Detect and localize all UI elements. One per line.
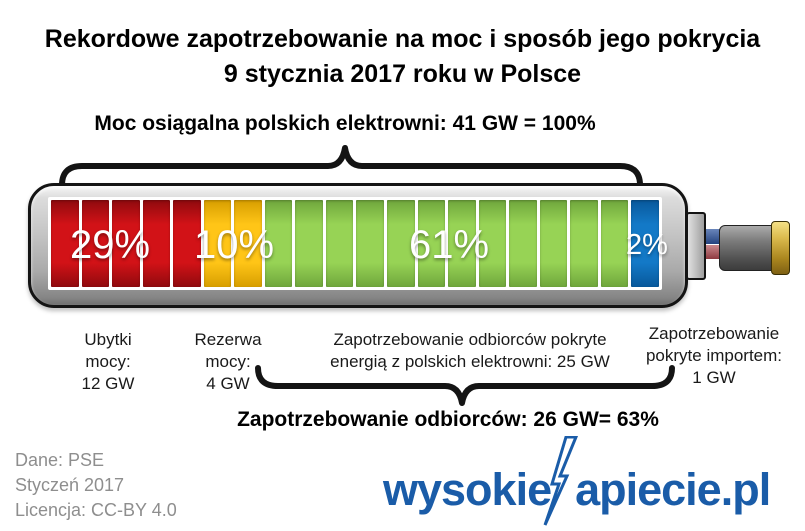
battery-cells xyxy=(48,197,662,290)
plug-body xyxy=(719,225,776,271)
label-pokryte-importem: Zapotrzebowanie pokryte importem: 1 GW xyxy=(645,324,783,387)
percent-label-losses: 29% xyxy=(69,223,151,267)
battery-cell-green xyxy=(570,200,598,287)
page-title: Rekordowe zapotrzebowanie na moc i sposó… xyxy=(0,22,805,92)
label-pokryte-krajowa-energia: Zapotrzebowanie odbiorców pokryte energi… xyxy=(330,330,610,371)
logo-text-part1: wysokie xyxy=(383,464,552,515)
battery-terminal-tab xyxy=(686,212,706,280)
battery-cell-green xyxy=(600,200,629,287)
battery-cell-green xyxy=(448,200,476,287)
credits-license: Licencja: CC-BY 4.0 xyxy=(15,500,177,520)
capacity-total-label: Moc osiągalna polskich elektrowni: 41 GW… xyxy=(94,112,596,135)
battery-cell-green xyxy=(295,200,323,287)
battery-cell-blue xyxy=(631,200,659,287)
lightning-bolt-icon xyxy=(543,436,579,526)
percent-label-import: 2% xyxy=(626,229,668,261)
battery-cell-red xyxy=(112,200,140,287)
battery-cell-green xyxy=(356,200,385,287)
page-title-line1: Rekordowe zapotrzebowanie na moc i sposó… xyxy=(44,25,761,53)
credits-date: Styczeń 2017 xyxy=(15,475,125,495)
battery-cell-yellow xyxy=(203,200,232,287)
battery-cell-green xyxy=(509,200,537,287)
battery-cell-green xyxy=(264,200,293,287)
percent-label-domestic: 61% xyxy=(408,223,490,267)
label-ubytki-mocy: Ubytki mocy: 12 GW xyxy=(81,330,135,393)
battery-cell-red xyxy=(173,200,201,287)
credits-block: Dane: PSE Styczeń 2017 Licencja: CC-BY 4… xyxy=(15,448,177,523)
battery-cell-yellow xyxy=(234,200,262,287)
page-title-line2: 9 stycznia 2017 roku w Polsce xyxy=(223,60,582,88)
demand-total-label: Zapotrzebowanie odbiorców: 26 GW= 63% xyxy=(237,408,659,431)
battery-cell-red xyxy=(51,200,79,287)
battery-cell-green xyxy=(325,200,354,287)
wysokienapiecie-logo: wysokie apiecie.pl xyxy=(383,436,771,526)
plug-gold-tip xyxy=(771,221,790,275)
percent-label-reserve: 10% xyxy=(193,223,275,267)
credits-source: Dane: PSE xyxy=(15,450,105,470)
battery-cell-green xyxy=(417,200,446,287)
battery-cell-red xyxy=(142,200,171,287)
battery-cell-green xyxy=(387,200,415,287)
battery-cell-red xyxy=(81,200,110,287)
battery-cell-green xyxy=(478,200,507,287)
logo-text-part2: apiecie.pl xyxy=(575,464,771,515)
label-rezerwa-mocy: Rezerwa mocy: 4 GW xyxy=(194,330,262,393)
battery-cell-green xyxy=(539,200,568,287)
top-brace xyxy=(59,145,643,188)
bottom-brace xyxy=(255,365,675,406)
